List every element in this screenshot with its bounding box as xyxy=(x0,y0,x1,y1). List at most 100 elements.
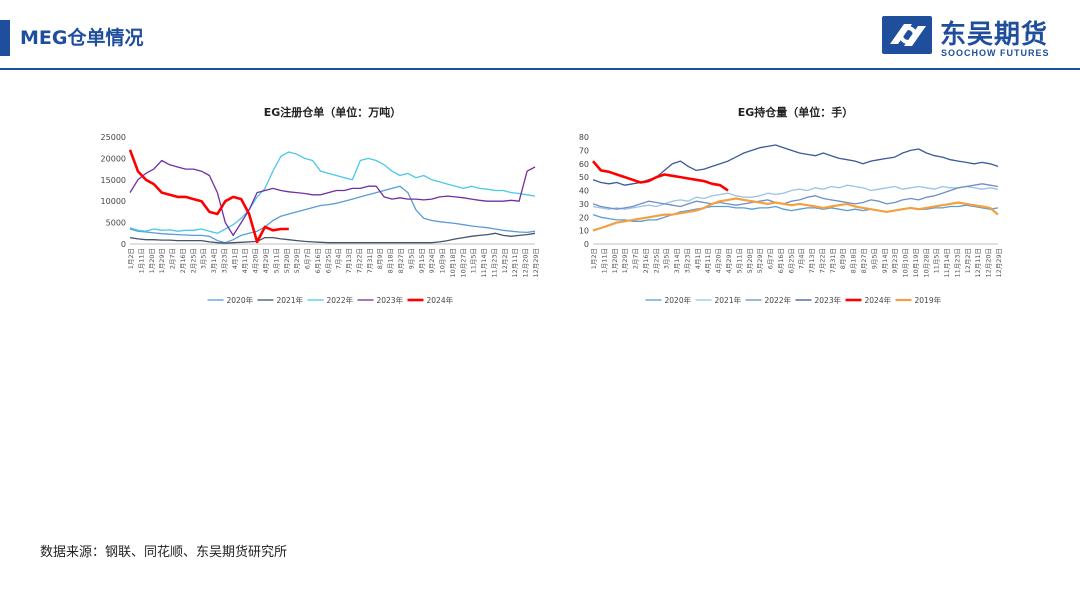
x-tick-label: 1月29日 xyxy=(158,248,166,273)
page-header: MEG仓单情况 东吴期货 SOOCHOW FUTURES xyxy=(0,0,1080,72)
x-tick-label: 9月14日 xyxy=(881,248,889,273)
data-source-note: 数据来源：钢联、同花顺、东吴期货研究所 xyxy=(40,545,288,560)
legend-label: 2020年 xyxy=(665,295,692,305)
x-tick-label: 1月20日 xyxy=(148,248,156,273)
x-tick-label: 5月29日 xyxy=(293,248,301,273)
y-tick-label: 10 xyxy=(579,227,589,236)
chart-eg-open-interest: EG持仓量（单位：手） 0 10 20 30 40 50 60 70 80 1月2日 1月11日 1月2… xyxy=(553,100,1003,315)
x-tick-label: 11月5日 xyxy=(933,248,941,273)
x-tick-label: 11月23日 xyxy=(490,248,498,278)
x-tick-label: 7月22日 xyxy=(355,248,363,273)
x-tick-label: 9月23日 xyxy=(891,248,899,273)
series-line-2019年 xyxy=(592,197,999,232)
x-tick-label: 12月2日 xyxy=(501,248,509,273)
header-rule xyxy=(0,68,1080,70)
x-tick-label: 5月29日 xyxy=(756,248,764,273)
x-tick-label: 12月29日 xyxy=(532,248,540,278)
legend-label: 2022年 xyxy=(327,295,354,305)
y-tick-label: 80 xyxy=(579,133,589,142)
x-tick-label: 11月23日 xyxy=(953,248,961,278)
x-tick-label: 7月22日 xyxy=(818,248,826,273)
x-tick-label: 12月2日 xyxy=(964,248,972,273)
y-tick-label: 30 xyxy=(579,200,589,209)
legend-label: 2024年 xyxy=(865,295,892,305)
x-tick-label: 9月5日 xyxy=(870,248,878,269)
chart-title: EG注册仓单（单位：万吨） xyxy=(264,105,402,119)
legend-label: 2020年 xyxy=(227,295,254,305)
x-tick-label: 9月24日 xyxy=(428,248,436,273)
x-tick-label: 8月18日 xyxy=(850,248,858,273)
x-tick-label: 5月11日 xyxy=(272,248,280,273)
x-tick-label: 7月13日 xyxy=(808,248,816,273)
x-tick-label: 3月5日 xyxy=(663,248,671,269)
x-tick-label: 10月10日 xyxy=(902,248,910,278)
legend-label: 2021年 xyxy=(715,295,742,305)
y-tick-label: 15000 xyxy=(101,176,126,185)
x-tick-label: 10月9日 xyxy=(439,248,447,273)
x-tick-label: 1月20日 xyxy=(611,248,619,273)
chart-eg-registered-warrants: EG注册仓单（单位：万吨） 0 5000 10000 15000 20000 25000 1月… xyxy=(90,100,540,315)
x-tick-label: 12月29日 xyxy=(995,248,1003,278)
x-tick-label: 3月14日 xyxy=(673,248,681,273)
legend-item: 2022年 xyxy=(307,295,354,305)
x-tick-label: 6月16日 xyxy=(777,248,785,273)
chart-title: EG持仓量（单位：手） xyxy=(738,105,854,119)
series-line-2022年 xyxy=(592,183,999,210)
x-tick-label: 11月14日 xyxy=(943,248,951,278)
x-tick-label: 2月25日 xyxy=(652,248,660,273)
x-tick-label: 7月31日 xyxy=(829,248,837,273)
x-tick-label: 2月25日 xyxy=(189,248,197,273)
legend-label: 2024年 xyxy=(427,295,454,305)
x-tick-label: 5月20日 xyxy=(746,248,754,273)
x-tick-label: 3月23日 xyxy=(683,248,691,273)
x-tick-label: 6月16日 xyxy=(314,248,322,273)
series-line-2023年 xyxy=(129,159,536,237)
legend-item: 2019年 xyxy=(895,295,942,305)
series-line-2023年 xyxy=(592,144,999,186)
legend-item: 2024年 xyxy=(845,295,892,305)
series-line-2022年 xyxy=(129,151,536,234)
x-tick-label: 6月25日 xyxy=(324,248,332,273)
x-tick-label: 8月27日 xyxy=(397,248,405,273)
x-tick-label: 6月7日 xyxy=(304,248,312,269)
legend-item: 2021年 xyxy=(257,295,304,305)
series-line-2020年 xyxy=(592,204,999,222)
x-tick-label: 4月11日 xyxy=(704,248,712,273)
x-tick-label: 12月11日 xyxy=(511,248,519,278)
logo-text-cn: 东吴期货 xyxy=(940,20,1049,50)
y-tick-label: 20 xyxy=(579,213,589,222)
x-tick-label: 8月9日 xyxy=(376,248,384,269)
x-tick-label: 4月1日 xyxy=(694,248,702,269)
legend-label: 2023年 xyxy=(815,295,842,305)
legend-item: 2022年 xyxy=(745,295,792,305)
x-tick-label: 1月29日 xyxy=(621,248,629,273)
x-tick-label: 7月4日 xyxy=(798,248,806,269)
x-tick-label: 4月20日 xyxy=(252,248,260,273)
soochow-logo-icon xyxy=(882,16,932,54)
y-tick-label: 40 xyxy=(579,187,589,196)
series-line-2021年 xyxy=(592,184,999,210)
legend-item: 2020年 xyxy=(207,295,254,305)
x-tick-label: 7月13日 xyxy=(345,248,353,273)
x-tick-label: 4月20日 xyxy=(715,248,723,273)
x-tick-label: 2月16日 xyxy=(642,248,650,273)
x-tick-label: 2月16日 xyxy=(179,248,187,273)
x-tick-label: 10月27日 xyxy=(459,248,467,278)
series-line-2020年 xyxy=(129,185,536,244)
company-logo: 东吴期货 SOOCHOW FUTURES xyxy=(882,14,1072,62)
chart-svg: EG注册仓单（单位：万吨） 0 5000 10000 15000 20000 25000 1月… xyxy=(101,105,540,305)
y-tick-label: 20000 xyxy=(101,154,126,163)
legend-item: 2021年 xyxy=(695,295,742,305)
x-tick-label: 11月5日 xyxy=(470,248,478,273)
x-tick-label: 8月9日 xyxy=(839,248,847,269)
x-tick-label: 6月25日 xyxy=(787,248,795,273)
x-tick-label: 10月18日 xyxy=(449,248,457,278)
x-tick-label: 8月27日 xyxy=(860,248,868,273)
series-line-2024年 xyxy=(128,149,289,244)
y-tick-label: 5000 xyxy=(106,219,126,228)
x-tick-label: 4月29日 xyxy=(262,248,270,273)
legend-label: 2022年 xyxy=(765,295,792,305)
x-tick-label: 4月29日 xyxy=(725,248,733,273)
legend-item: 2020年 xyxy=(645,295,692,305)
legend-label: 2023年 xyxy=(377,295,404,305)
